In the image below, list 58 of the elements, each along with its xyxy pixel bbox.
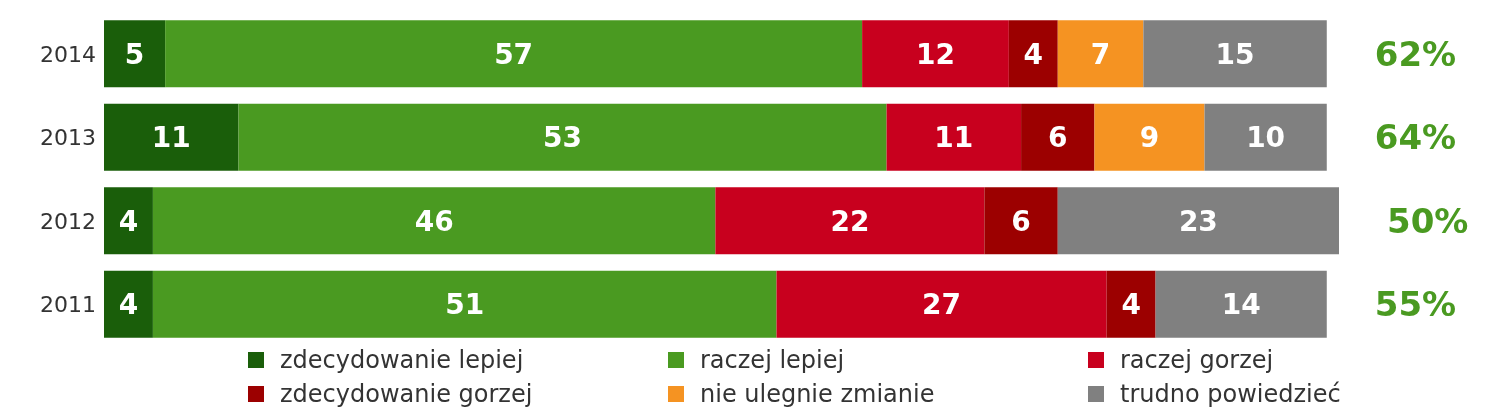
bar (1094, 103, 1205, 171)
data-label: 11 (151, 121, 191, 155)
y-tick-label: 2012 (40, 208, 96, 234)
data-label: 23 (1178, 204, 1218, 238)
data-label: 22 (830, 204, 870, 238)
legend-label: raczej gorzej (1120, 346, 1274, 374)
text: 62% (1374, 33, 1457, 74)
text: 55% (1374, 284, 1457, 325)
data-label: 57 (494, 37, 534, 71)
bar (1021, 103, 1095, 171)
bar (1204, 103, 1327, 171)
text: 64% (1374, 117, 1457, 158)
bar (862, 20, 1009, 88)
y-tick-label: 2014 (40, 41, 96, 67)
bar (104, 187, 153, 255)
bar (152, 270, 777, 338)
data-label: 14 (1221, 288, 1261, 322)
legend-label: raczej lepiej (700, 346, 845, 374)
bar (776, 270, 1107, 338)
bar (984, 187, 1058, 255)
bar (1057, 20, 1144, 88)
y-tick-label: 2013 (40, 125, 96, 151)
legend-label: zdecydowanie gorzej (280, 380, 533, 408)
bar (715, 187, 985, 255)
bar (104, 103, 239, 171)
data-label: 46 (414, 204, 454, 238)
data-label: 12 (916, 37, 955, 71)
bar (1106, 270, 1156, 338)
bar (1155, 270, 1327, 338)
bar (104, 270, 153, 338)
bar (1008, 20, 1058, 88)
data-label: 7 (1090, 37, 1111, 71)
data-label: 6 (1011, 204, 1031, 238)
legend-label: zdecydowanie lepiej (280, 346, 524, 374)
data-label: 53 (543, 121, 583, 155)
data-label: 4 (1121, 288, 1141, 322)
text: 50% (1387, 200, 1469, 241)
data-label: 27 (922, 288, 962, 322)
data-label: 5 (124, 37, 145, 71)
data-label: 15 (1215, 37, 1255, 71)
data-label: 4 (118, 288, 139, 322)
data-label: 11 (934, 121, 974, 155)
bar (165, 20, 863, 88)
data-label: 10 (1246, 121, 1286, 155)
data-label: 6 (1048, 121, 1068, 155)
bar (104, 20, 166, 88)
legend-label: trudno powiedzieć (1120, 380, 1341, 408)
y-tick-label: 2011 (40, 292, 96, 318)
data-label: 51 (445, 288, 485, 322)
bar (1057, 187, 1339, 255)
bar (238, 103, 887, 171)
bar (152, 187, 716, 255)
bar (886, 103, 1022, 171)
bar (1143, 20, 1327, 88)
data-label: 4 (118, 204, 139, 238)
data-label: 9 (1139, 121, 1160, 155)
data-label: 4 (1023, 37, 1044, 71)
legend-label: nie ulegnie zmianie (700, 380, 935, 408)
